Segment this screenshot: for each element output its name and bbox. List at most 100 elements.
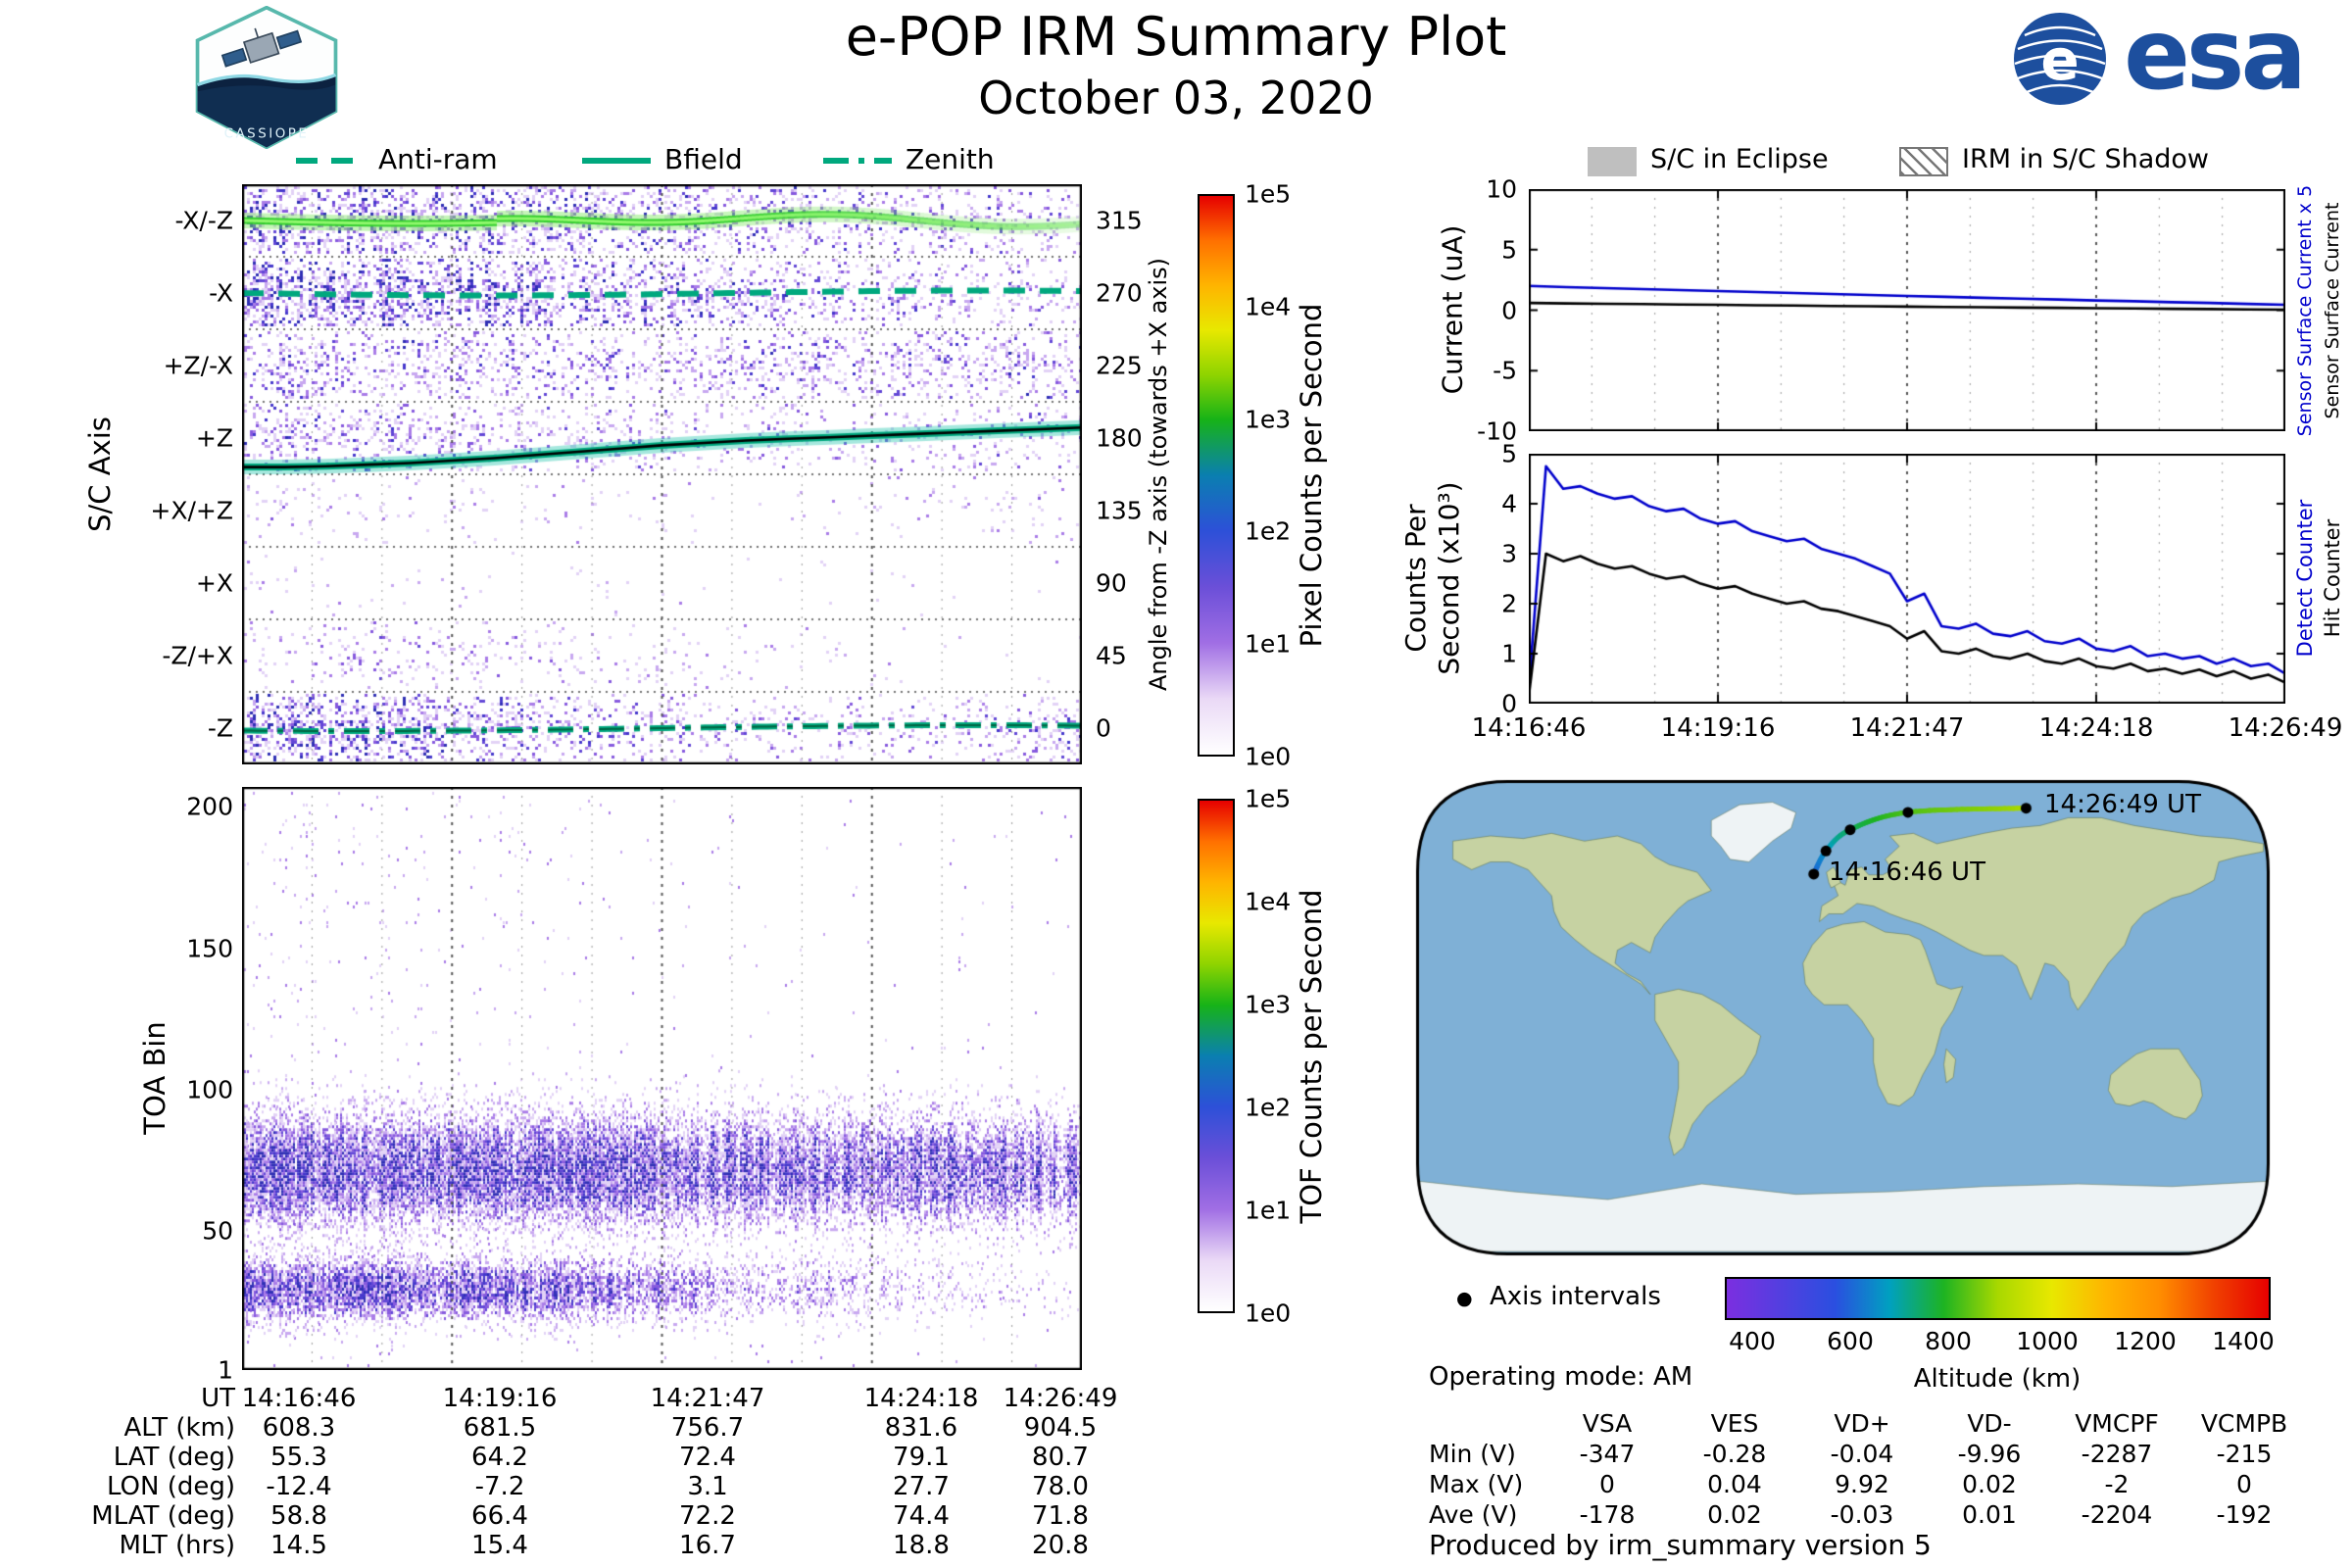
ephemeris-row-label: ALT (km) <box>123 1413 235 1443</box>
eclipse-legend-swatch <box>1588 147 1637 176</box>
voltage-cell: 0.01 <box>1962 1500 2017 1529</box>
ephemeris-cell: 20.8 <box>1032 1531 1089 1560</box>
ephemeris-cell: 58.8 <box>270 1501 327 1531</box>
voltage-cell: -2204 <box>2081 1500 2153 1529</box>
sc-axis-ylabel: S/C Axis <box>83 416 117 532</box>
colorbar-tick: 1e2 <box>1245 1093 1292 1122</box>
time-tick-label: 14:16:46 <box>1471 713 1587 743</box>
colorbar-tick: 1e2 <box>1245 516 1292 546</box>
voltage-cell: -0.03 <box>1830 1500 1894 1529</box>
colorbar-tick: 1e4 <box>1245 292 1292 321</box>
counts-plot-canvas <box>1529 454 2285 704</box>
page-title: e-POP IRM Summary Plot <box>845 6 1507 68</box>
ephemeris-row-label: LAT (deg) <box>113 1443 235 1472</box>
svg-text:e: e <box>2040 26 2079 93</box>
voltage-cell: 0 <box>1599 1470 1615 1498</box>
voltage-row-label: Max (V) <box>1429 1470 1524 1498</box>
counts-ylabel: Counts Per Second (x10³) <box>1399 481 1466 674</box>
shadow-legend-label: IRM in S/C Shadow <box>1962 144 2210 174</box>
voltage-cell: -2287 <box>2081 1440 2153 1468</box>
voltage-cell: -192 <box>2216 1500 2273 1529</box>
voltage-cell: -215 <box>2216 1440 2273 1468</box>
voltage-cell: -0.04 <box>1830 1440 1894 1468</box>
voltage-row-label: Ave (V) <box>1429 1500 1518 1529</box>
ephemeris-cell: 14:26:49 <box>1003 1384 1118 1413</box>
ephemeris-cell: 756.7 <box>670 1413 745 1443</box>
ephemeris-cell: 71.8 <box>1032 1501 1089 1531</box>
voltage-cell: -9.96 <box>1957 1440 2022 1468</box>
counts-ytick: 3 <box>1501 539 1517 568</box>
ephemeris-cell: 18.8 <box>893 1531 950 1560</box>
ephemeris-row-label: LON (deg) <box>106 1472 235 1501</box>
sc-axis-row-label: +X <box>195 568 233 598</box>
toa-spectrogram-canvas <box>242 787 1082 1370</box>
anti-ram-line-sample <box>296 158 365 164</box>
angle-tick-label: 45 <box>1096 641 1127 670</box>
ephemeris-cell: -12.4 <box>266 1472 332 1501</box>
sc-axis-row-label: -Z/+X <box>162 641 233 670</box>
ephemeris-cell: 55.3 <box>270 1443 327 1472</box>
shadow-legend-swatch <box>1899 147 1948 176</box>
pixel-counts-colorbar <box>1198 194 1235 757</box>
ephemeris-cell: 66.4 <box>471 1501 528 1531</box>
esa-wordmark: esa <box>2124 0 2307 112</box>
counts-ytick: 4 <box>1501 489 1517 518</box>
angle-tick-label: 270 <box>1096 278 1143 308</box>
voltage-col-header: VD- <box>1967 1409 2012 1438</box>
ephemeris-cell: -7.2 <box>474 1472 525 1501</box>
ephemeris-cell: 72.4 <box>679 1443 736 1472</box>
current-ytick: 0 <box>1501 296 1517 325</box>
ephemeris-cell: 3.1 <box>687 1472 728 1501</box>
altitude-tick: 1000 <box>2016 1327 2079 1355</box>
ephemeris-cell: 14:24:18 <box>863 1384 979 1413</box>
angle-tick-label: 90 <box>1096 568 1127 598</box>
voltage-cell: -2 <box>2104 1470 2130 1498</box>
colorbar-tick: 1e4 <box>1245 887 1292 916</box>
counts-ylabel-line1: Counts Per <box>1399 504 1432 653</box>
ephemeris-cell: 14.5 <box>270 1531 327 1560</box>
ephemeris-cell: 16.7 <box>679 1531 736 1560</box>
page-date: October 03, 2020 <box>978 72 1374 124</box>
counts-ytick: 5 <box>1501 439 1517 468</box>
altitude-tick: 1200 <box>2114 1327 2177 1355</box>
counts-ytick: 0 <box>1501 689 1517 718</box>
colorbar-tick: 1e3 <box>1245 990 1292 1019</box>
time-tick-label: 14:21:47 <box>1849 713 1965 743</box>
colorbar-tick: 1e0 <box>1245 1298 1292 1328</box>
colorbar-tick: 1e3 <box>1245 405 1292 434</box>
sc-axis-spectrogram-canvas <box>242 184 1082 764</box>
altitude-tick: 800 <box>1925 1327 1972 1355</box>
title-block: e-POP IRM Summary Plot October 03, 2020 <box>0 6 2352 124</box>
voltage-col-header: VCMPB <box>2200 1409 2288 1438</box>
zenith-line-sample <box>823 158 892 164</box>
voltage-cell: 0.02 <box>1962 1470 2017 1498</box>
current-ytick: -10 <box>1477 416 1517 446</box>
sc-axis-row-label: -Z <box>207 713 233 743</box>
toa-tick-label: 150 <box>186 934 233 963</box>
counts-ytick: 2 <box>1501 589 1517 618</box>
operating-mode-label: Operating mode: AM <box>1429 1362 1693 1392</box>
track-start-label: 14:16:46 UT <box>1829 858 1985 887</box>
ephemeris-cell: 14:21:47 <box>650 1384 765 1413</box>
ephemeris-cell: 27.7 <box>893 1472 950 1501</box>
ephemeris-cell: 608.3 <box>262 1413 336 1443</box>
tof-counts-colorbar-label: TOF Counts per Second <box>1295 889 1328 1224</box>
toa-tick-label: 200 <box>186 792 233 821</box>
sc-axis-row-label: +Z <box>195 423 233 453</box>
ephemeris-cell: 831.6 <box>884 1413 958 1443</box>
voltage-col-header: VES <box>1710 1409 1759 1438</box>
toa-bin-ylabel: TOA Bin <box>138 1021 172 1135</box>
voltage-col-header: VMCPF <box>2075 1409 2159 1438</box>
time-tick-label: 14:26:49 <box>2228 713 2343 743</box>
current-plot-canvas <box>1529 189 2285 431</box>
toa-tick-label: 50 <box>202 1216 233 1246</box>
voltage-cell: -347 <box>1579 1440 1636 1468</box>
voltage-cell: 0 <box>2236 1470 2252 1498</box>
ephemeris-row-label: UT <box>201 1384 235 1413</box>
altitude-tick: 1400 <box>2212 1327 2275 1355</box>
ephemeris-cell: 14:16:46 <box>241 1384 357 1413</box>
voltage-cell: 9.92 <box>1835 1470 1889 1498</box>
ephemeris-cell: 64.2 <box>471 1443 528 1472</box>
tof-counts-colorbar <box>1198 799 1235 1313</box>
pixel-counts-colorbar-label: Pixel Counts per Second <box>1295 303 1328 648</box>
